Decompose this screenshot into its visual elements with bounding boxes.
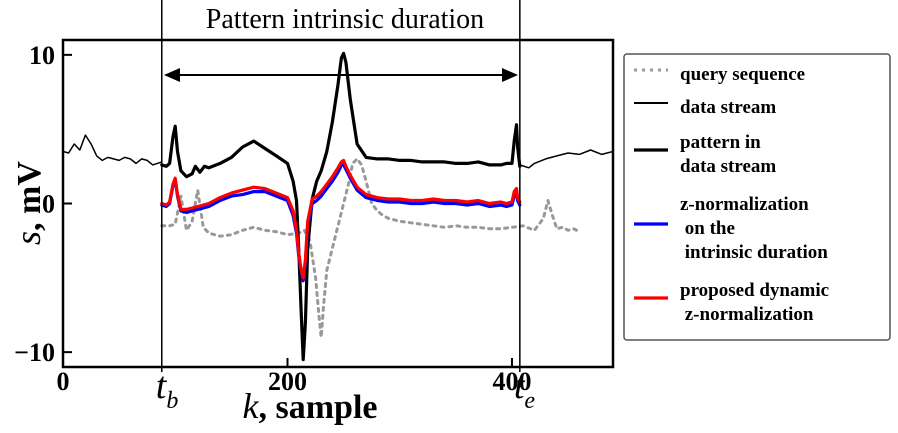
- legend-label-line: z-normalization: [680, 194, 809, 215]
- marker-label-te: te: [514, 365, 536, 414]
- duration-arrow: [164, 68, 518, 82]
- legend-label-2: pattern in data stream: [680, 132, 776, 177]
- legend-label-0: query sequence: [680, 64, 805, 85]
- y-axis-label: s, mV: [8, 161, 48, 245]
- y-tick-label: −10: [14, 338, 55, 367]
- legend-label-line: query sequence: [680, 64, 805, 85]
- x-axis-label: k, sample: [243, 386, 378, 426]
- legend-label-line: on the: [680, 218, 735, 239]
- legend-label-line: data stream: [680, 97, 776, 118]
- x-tick-label: 400: [492, 367, 531, 396]
- x-axis-var: k: [243, 386, 260, 426]
- legend-frame: [623, 53, 891, 341]
- markers-layer: tb te: [156, 0, 536, 414]
- legend-label-line: intrinsic duration: [680, 242, 828, 263]
- series-layer: [63, 51, 613, 362]
- series-line-2: [160, 51, 522, 362]
- legend-label-1: data stream: [680, 97, 776, 118]
- arrow-right-head: [502, 68, 518, 82]
- series-line-0: [160, 157, 581, 339]
- legend: query sequence data stream pattern in data …: [623, 53, 891, 341]
- series-line-4: [160, 158, 522, 280]
- legend-label-line: proposed dynamic: [680, 280, 829, 301]
- x-tick-label: 200: [268, 367, 307, 396]
- series-line-1-seg-0: [63, 134, 163, 166]
- legend-label-4: proposed dynamic z-normalization: [680, 280, 829, 325]
- x-tick-label: 0: [57, 367, 70, 396]
- legend-label-line: pattern in: [680, 132, 761, 153]
- marker-var-te: t: [514, 365, 526, 407]
- marker-var-tb: t: [156, 365, 168, 407]
- x-axis-unit: , sample: [258, 389, 377, 426]
- legend-label-line: data stream: [680, 156, 776, 177]
- y-tick-label: 10: [29, 41, 55, 70]
- arrow-left-head: [164, 68, 180, 82]
- series-line-1-seg-1: [519, 149, 613, 169]
- chart-title: Pattern intrinsic duration: [206, 4, 484, 35]
- series-line-3: [160, 163, 522, 283]
- y-axis-unit: , mV: [11, 161, 48, 231]
- marker-sub-tb: b: [166, 388, 178, 414]
- series-group: [63, 51, 613, 362]
- legend-label-line: z-normalization: [680, 304, 814, 325]
- marker-label-tb: tb: [156, 365, 179, 414]
- legend-label-3: z-normalization on the intrinsic duratio…: [680, 194, 828, 263]
- y-axis-var: s: [8, 231, 48, 245]
- marker-sub-te: e: [524, 388, 535, 414]
- y-tick-label: 0: [42, 190, 55, 219]
